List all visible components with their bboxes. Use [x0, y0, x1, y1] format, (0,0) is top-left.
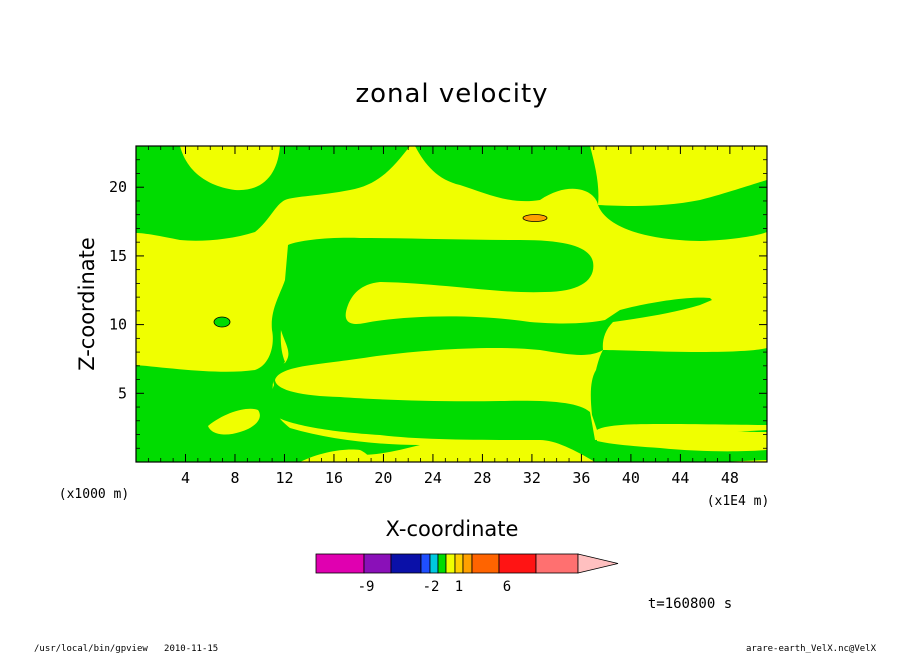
- colorbar-segment: [363, 553, 392, 574]
- colorbar-label: -2: [423, 579, 440, 595]
- colorbar-label: 1: [455, 579, 463, 595]
- plot-frame: [135, 145, 768, 463]
- contour-region-pos-4: [597, 428, 767, 452]
- y-axis-unit: (x1000 m): [59, 487, 129, 502]
- contour-region-neg-2: [415, 146, 767, 241]
- chart-title: zonal velocity: [355, 79, 548, 109]
- x-tick-label: 48: [721, 469, 739, 487]
- colorbar-labels: -9 -2 1 6: [358, 579, 512, 595]
- colorbar: [315, 553, 619, 574]
- colorbar-segment: [429, 553, 439, 574]
- contour-region-neg-1: [136, 146, 410, 241]
- y-axis-label: Z-coordinate: [75, 237, 99, 371]
- y-tick-label: 15: [109, 247, 127, 265]
- y-tick-label: 10: [109, 316, 127, 334]
- contour-region-pos-1: [208, 408, 260, 435]
- x-tick-label: 32: [523, 469, 541, 487]
- colorbar-segment: [390, 553, 422, 574]
- colorbar-segment: [498, 553, 537, 574]
- contour-region-pos-3: [470, 455, 590, 462]
- x-tick-label: 16: [325, 469, 343, 487]
- x-axis-unit: (x1E4 m): [707, 494, 770, 509]
- x-tick-label: 8: [230, 469, 239, 487]
- contour-region-pos-orange: [522, 214, 548, 222]
- colorbar-segment: [315, 553, 365, 574]
- colorbar-label: 6: [503, 579, 511, 595]
- colorbar-segment: [535, 553, 579, 574]
- y-tick-label: 5: [118, 384, 127, 402]
- x-tick-label: 12: [275, 469, 293, 487]
- x-tick-label: 20: [374, 469, 392, 487]
- y-axis: 5 10 15 20: [109, 159, 767, 449]
- colorbar-segment: [420, 553, 431, 574]
- x-tick-label: 24: [424, 469, 442, 487]
- x-axis-label: X-coordinate: [386, 517, 519, 541]
- footer-left: /usr/local/bin/gpview 2010-11-15: [34, 644, 218, 654]
- time-label: t=160800 s: [648, 596, 732, 612]
- contour-region-neg-3: [270, 237, 767, 462]
- colorbar-arrow: [577, 553, 619, 574]
- x-axis: 4 8 12 16 20 24 28 32 36 40 44 48: [147, 146, 756, 487]
- contour-region-neg-5: [590, 348, 767, 430]
- x-tick-label: 44: [671, 469, 689, 487]
- plot-area: [136, 146, 767, 462]
- x-tick-label: 28: [473, 469, 491, 487]
- colorbar-segment: [445, 553, 456, 574]
- contour-region-pos-2: [300, 449, 370, 462]
- colorbar-segment: [462, 553, 473, 574]
- contour-region-neg-island: [213, 316, 231, 328]
- x-tick-label: 36: [572, 469, 590, 487]
- y-tick-label: 20: [109, 178, 127, 196]
- colorbar-segment: [471, 553, 500, 574]
- x-tick-label: 40: [622, 469, 640, 487]
- footer-right: arare-earth_VelX.nc@VelX: [746, 644, 877, 654]
- colorbar-segment: [437, 553, 447, 574]
- colorbar-label: -9: [358, 579, 375, 595]
- contour-region-neg-6: [136, 420, 145, 450]
- contour-region-neg-4: [136, 245, 420, 462]
- colorbar-segment: [454, 553, 464, 574]
- x-tick-label: 4: [181, 469, 190, 487]
